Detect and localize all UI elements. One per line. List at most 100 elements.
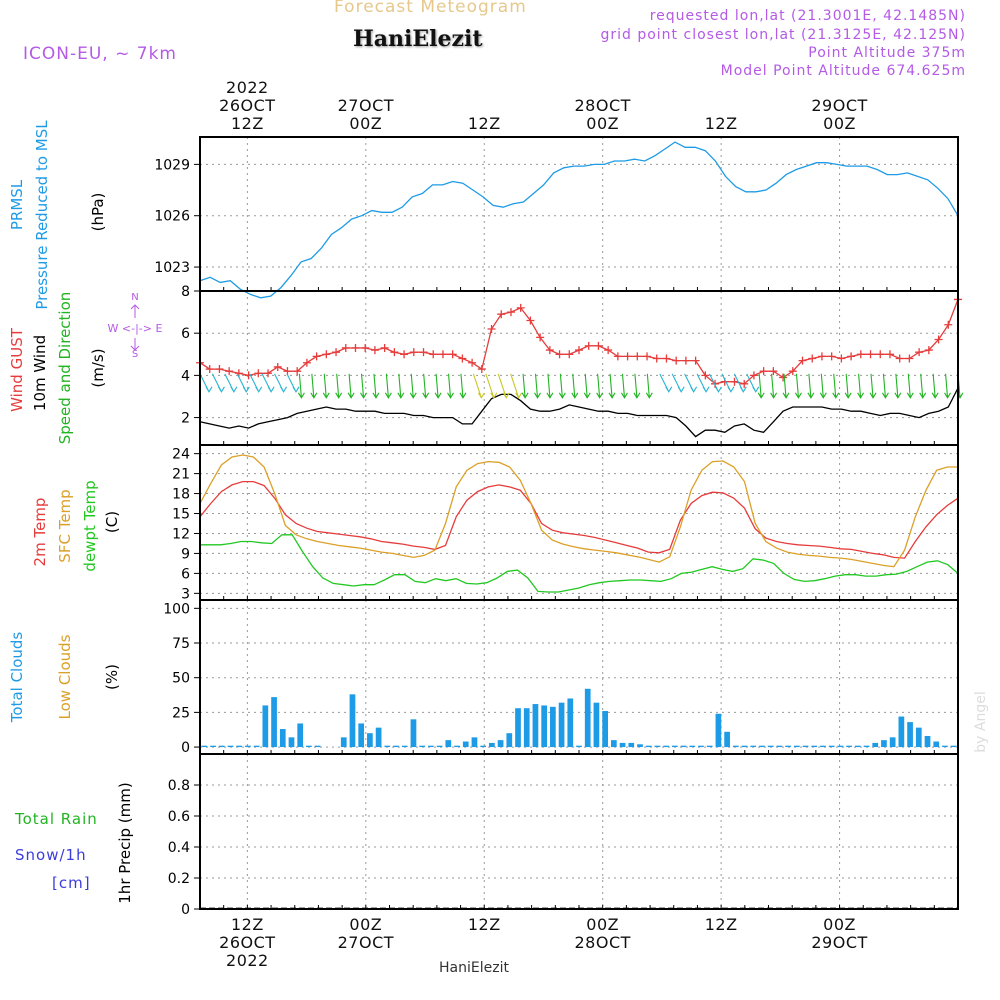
total-cloud-bar — [584, 688, 591, 748]
ytick-label-wind-3: 8 — [181, 284, 190, 300]
total-cloud-bar — [410, 719, 417, 748]
wind-arrow — [869, 373, 877, 399]
wind-arrow — [944, 373, 952, 399]
wind-arrow — [671, 373, 685, 393]
gust-marker — [458, 354, 467, 363]
top-axis-label-0-2: 12Z — [231, 114, 264, 133]
wind-arrow — [844, 373, 852, 399]
gust-marker — [225, 367, 234, 376]
bottom-axis-label-1-0: 00Z — [349, 915, 382, 934]
gust-marker — [575, 346, 583, 355]
total-cloud-bar — [367, 733, 373, 748]
gust-marker — [215, 365, 224, 374]
gust-marker — [477, 365, 486, 374]
wind-arrow — [782, 373, 790, 399]
ytick-label-wind-2: 6 — [181, 326, 190, 342]
total-cloud-bar — [619, 742, 626, 748]
total-cloud-bar — [515, 708, 521, 748]
wind-gust-line — [199, 299, 959, 385]
wind-arrow — [746, 373, 760, 393]
wind-arrow — [534, 373, 541, 399]
wind-arrow — [832, 373, 840, 399]
bottom-axis-label-0-2: 2022 — [226, 951, 269, 970]
total-cloud-bar — [262, 705, 269, 748]
ytick-label-wind-1: 4 — [181, 368, 190, 384]
compass-arrows — [130, 304, 140, 351]
total-cloud-bar — [811, 745, 818, 748]
wind-arrow — [224, 373, 238, 393]
total-cloud-bar — [593, 702, 600, 748]
wind-arrow — [497, 373, 510, 399]
gust-marker — [332, 348, 341, 357]
gust-marker — [565, 350, 574, 359]
ylabel-precip: 1hr Precip (mm) — [116, 782, 134, 903]
gust-marker — [506, 308, 515, 317]
total-cloud-bar — [227, 745, 234, 748]
total-cloud-bar — [915, 727, 922, 748]
total-cloud-bar — [881, 740, 887, 748]
ylabel-wind-gust: Wind GUST — [8, 327, 26, 412]
total-cloud-bar — [663, 745, 669, 748]
total-cloud-bar — [898, 716, 905, 748]
total-cloud-bar — [732, 745, 739, 748]
total-cloud-bar — [454, 745, 460, 748]
ylabel-pressure-msl: Pressure Reduced to MSL — [33, 120, 51, 310]
gust-marker — [448, 350, 457, 359]
wind-arrow — [422, 373, 430, 399]
point-altitude: Point Altitude 375m — [808, 45, 966, 61]
wind-arrow — [335, 373, 343, 399]
ylabel-percent: (%) — [103, 664, 121, 690]
total-cloud-bar — [785, 745, 791, 748]
top-axis-label-3-0: 28OCT — [574, 96, 630, 115]
bottom-axis-label-4-0: 12Z — [705, 915, 738, 934]
ytick-label-temperature-1: 6 — [181, 566, 190, 582]
total-cloud-bar — [602, 710, 608, 748]
gust-marker — [497, 310, 506, 319]
total-cloud-bar — [637, 744, 643, 748]
wind-arrow — [919, 373, 927, 399]
gust-marker — [652, 354, 661, 363]
gust-marker — [885, 350, 894, 359]
gust-marker — [322, 350, 331, 359]
total-cloud-bar — [689, 745, 696, 748]
gust-marker — [740, 379, 749, 388]
ylabel-low-clouds: Low Clouds — [56, 634, 74, 719]
ytick-label-temperature-3: 12 — [172, 526, 190, 542]
total-cloud-bar — [680, 745, 687, 748]
wind-arrow — [794, 373, 802, 399]
label-snow: Snow/1h — [15, 846, 87, 864]
top-axis-label-1-1: 00Z — [349, 114, 382, 133]
total-cloud-bar — [532, 704, 539, 748]
total-cloud-bar — [558, 702, 565, 748]
wind-arrow — [322, 373, 330, 399]
gust-marker — [866, 350, 875, 359]
total-cloud-bar — [872, 742, 879, 748]
bottom-axis-label-3-0: 00Z — [586, 915, 619, 934]
gust-marker — [798, 356, 807, 365]
ytick-label-clouds-2: 50 — [172, 671, 190, 687]
ytick-label-precip-0: 0 — [181, 902, 190, 918]
gust-marker — [847, 352, 856, 361]
total-cloud-bar — [288, 737, 295, 748]
total-cloud-bar — [846, 745, 852, 748]
total-cloud-bar — [610, 740, 617, 748]
closest-lonlat: grid point closest lon,lat (21.3125E, 42… — [600, 27, 966, 43]
wind-arrow — [906, 373, 914, 399]
ytick-label-precip-4: 0.8 — [168, 778, 190, 794]
total-cloud-bar — [428, 745, 434, 748]
wind-arrow — [696, 373, 710, 393]
top-axis-label-0-1: 26OCT — [219, 96, 275, 115]
wind-arrow — [757, 373, 765, 399]
ytick-label-pressure-2: 1029 — [154, 157, 190, 173]
total-cloud-bar — [828, 745, 835, 748]
wind-arrow — [770, 373, 778, 399]
total-cloud-bar — [802, 745, 809, 748]
total-cloud-bar — [750, 745, 757, 748]
wind-arrow — [608, 373, 616, 399]
label-snow-cm: [cm] — [52, 874, 91, 892]
ytick-label-clouds-4: 100 — [163, 601, 190, 617]
total-cloud-bar — [271, 697, 277, 748]
total-cloud-bar — [393, 745, 399, 748]
wind-arrow — [708, 373, 722, 393]
gust-marker — [312, 352, 321, 361]
